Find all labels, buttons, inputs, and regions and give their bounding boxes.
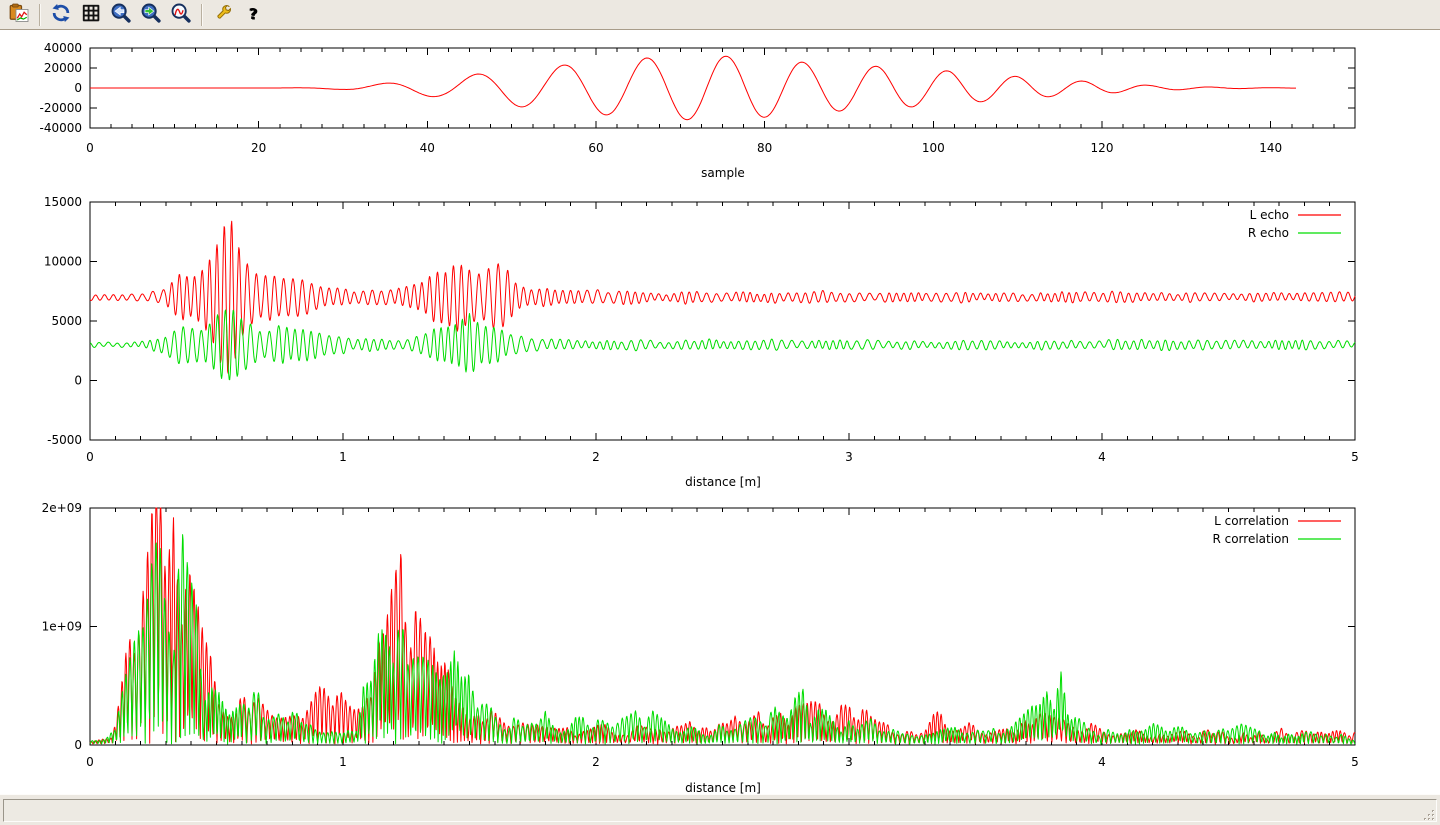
- settings-icon: [213, 3, 233, 26]
- toggle-grid-button[interactable]: [77, 2, 105, 28]
- axis-ticks: [89, 201, 1356, 441]
- x-tick-label: 5: [1351, 755, 1359, 769]
- x-axis-label: distance [m]: [685, 475, 761, 489]
- y-tick-label: -20000: [39, 101, 82, 115]
- legend-label: R echo: [1248, 226, 1289, 240]
- zoom-previous-icon: [111, 3, 131, 26]
- x-tick-label: 140: [1259, 141, 1282, 155]
- replot-button[interactable]: [47, 2, 75, 28]
- plot-frame: [89, 47, 1356, 129]
- x-tick-label: 2: [592, 450, 600, 464]
- y-tick-label: 40000: [44, 41, 82, 55]
- copy-plot-button[interactable]: [5, 2, 33, 28]
- x-tick-label: 4: [1098, 450, 1106, 464]
- y-tick-label: 2e+09: [42, 501, 82, 515]
- x-axis-label: sample: [701, 166, 745, 180]
- y-tick-label: 0: [74, 738, 82, 752]
- chart-echo[interactable]: 0 1 2 3 4 5 -5000 0 5000 10000 15000 distance [m] L …: [44, 195, 1359, 489]
- y-tick-label: 0: [74, 81, 82, 95]
- y-tick-label: 10000: [44, 255, 82, 269]
- status-message: [3, 799, 1437, 822]
- series-r-correlation: [89, 534, 1356, 745]
- y-tick-label: -40000: [39, 121, 82, 135]
- zoom-next-icon: [141, 3, 161, 26]
- series-l-correlation: [89, 507, 1356, 745]
- x-tick-label: 100: [922, 141, 945, 155]
- x-tick-label: 0: [86, 141, 94, 155]
- zoom-fit-button[interactable]: [167, 2, 195, 28]
- series-l-echo: [89, 220, 1356, 374]
- x-tick-label: 5: [1351, 450, 1359, 464]
- x-tick-label: 4: [1098, 755, 1106, 769]
- x-tick-label: 80: [757, 141, 772, 155]
- toolbar-separator: [39, 3, 41, 26]
- toolbar: ? ?: [0, 0, 1440, 30]
- y-tick-label: 0: [74, 374, 82, 388]
- x-tick-label: 2: [592, 755, 600, 769]
- replot-icon: [51, 3, 71, 26]
- plot-frame: [89, 201, 1356, 441]
- grid-icon: [81, 3, 101, 26]
- x-tick-label: 60: [588, 141, 603, 155]
- chart-correlation[interactable]: 0 1 2 3 4 5 0 1e+09 2e+09 distance [m] L correlati…: [42, 501, 1359, 795]
- legend-label: R correlation: [1212, 532, 1289, 546]
- help-button[interactable]: ? ?: [239, 2, 267, 28]
- x-tick-label: 20: [251, 141, 266, 155]
- y-tick-label: 5000: [51, 314, 82, 328]
- y-tick-label: -5000: [47, 433, 82, 447]
- x-tick-label: 3: [845, 755, 853, 769]
- zoom-fit-icon: [171, 3, 191, 26]
- legend-label: L echo: [1250, 208, 1289, 222]
- svg-text:?: ?: [250, 6, 259, 24]
- axis-ticks: [89, 47, 1356, 129]
- y-tick-label: 20000: [44, 61, 82, 75]
- axis-ticks: [89, 507, 1356, 746]
- y-tick-label: 15000: [44, 195, 82, 209]
- series-excitation-pulse: [90, 55, 1296, 121]
- toolbar-separator: [201, 3, 203, 26]
- x-axis-label: distance [m]: [685, 781, 761, 795]
- series-r-echo: [89, 309, 1356, 381]
- y-tick-label: 1e+09: [42, 620, 82, 634]
- x-tick-label: 0: [86, 755, 94, 769]
- zoom-next-button[interactable]: [137, 2, 165, 28]
- x-tick-label: 1: [339, 755, 347, 769]
- status-bar: [0, 794, 1440, 825]
- x-tick-label: 3: [845, 450, 853, 464]
- zoom-previous-button[interactable]: [107, 2, 135, 28]
- legend-label: L correlation: [1214, 514, 1289, 528]
- x-tick-label: 1: [339, 450, 347, 464]
- x-tick-label: 0: [86, 450, 94, 464]
- help-icon: ? ?: [243, 3, 263, 26]
- chart-sample-signal[interactable]: 0 20 40 60 80 100 120 140 -40000 -20000 0 20000 4000…: [39, 41, 1356, 180]
- x-tick-label: 120: [1091, 141, 1114, 155]
- svg-text:?: ?: [249, 5, 258, 23]
- plot-canvas[interactable]: 0 20 40 60 80 100 120 140 -40000 -20000 0 20000 4000…: [0, 0, 1440, 799]
- x-tick-label: 40: [420, 141, 435, 155]
- resize-grip[interactable]: [1422, 807, 1436, 821]
- plot-frame: [89, 507, 1356, 746]
- settings-button[interactable]: [209, 2, 237, 28]
- copy-plot-icon: [9, 3, 29, 26]
